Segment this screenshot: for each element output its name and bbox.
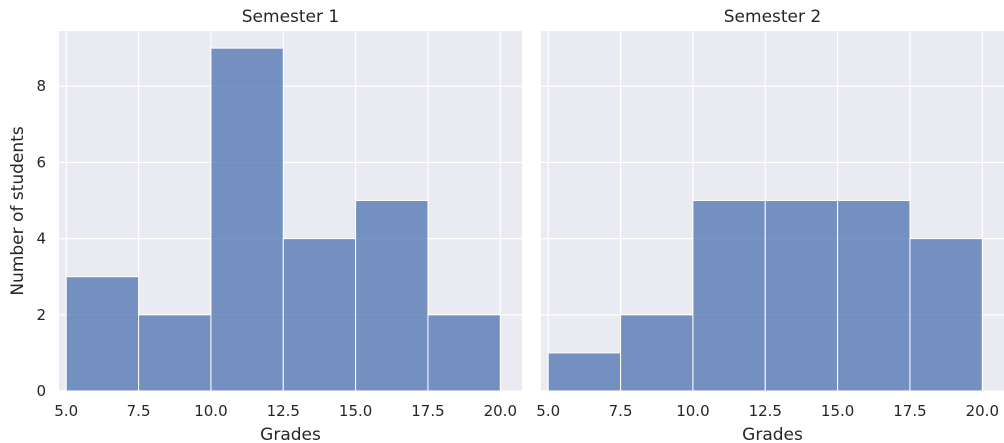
histogram-bar (547, 352, 622, 392)
x-tick-label: 7.5 (127, 402, 151, 420)
y-tick-label: 4 (36, 230, 46, 248)
histogram-bar (909, 238, 983, 392)
chart-panel-1: 5.0 7.5 10.0 12.5 15.0 17.5 20.0 0 2 4 6 8 Semester … (8, 7, 522, 443)
panel-title: Semester 1 (242, 7, 339, 27)
x-axis-label: Grades (742, 425, 803, 443)
x-tick-label: 17.5 (893, 402, 926, 420)
x-tick-label: 10.0 (194, 402, 227, 420)
x-tick-label: 20.0 (484, 402, 517, 420)
histogram-bar (620, 314, 694, 392)
histogram-bar (210, 47, 284, 392)
histogram-bar (138, 314, 212, 392)
panel-title: Semester 2 (724, 7, 821, 27)
x-tick-label: 12.5 (267, 402, 300, 420)
y-tick-label: 8 (36, 77, 46, 95)
histogram-bar (692, 200, 766, 392)
x-tick-label: 15.0 (821, 402, 854, 420)
y-tick-label: 2 (36, 306, 46, 324)
histogram-bar (355, 200, 429, 392)
histogram-bar (427, 314, 501, 392)
x-tick-label: 20.0 (966, 402, 999, 420)
histogram-bar (837, 200, 911, 392)
histogram-bar (282, 238, 357, 392)
histogram-bar (764, 200, 839, 392)
x-tick-label: 10.0 (676, 402, 709, 420)
y-axis-label: Number of students (8, 126, 28, 295)
x-tick-label: 17.5 (411, 402, 444, 420)
x-tick-label: 5.0 (536, 402, 560, 420)
x-tick-label: 12.5 (749, 402, 782, 420)
x-tick-label: 7.5 (609, 402, 633, 420)
y-tick-label: 6 (36, 153, 46, 171)
x-tick-label: 5.0 (54, 402, 78, 420)
x-tick-label: 15.0 (339, 402, 372, 420)
chart-panel-2: 5.0 7.5 10.0 12.5 15.0 17.5 20.0 Semester 2 Grad… (536, 7, 1004, 443)
x-axis-label: Grades (260, 425, 321, 443)
y-tick-label: 0 (36, 382, 46, 400)
histogram-bar (65, 276, 140, 392)
